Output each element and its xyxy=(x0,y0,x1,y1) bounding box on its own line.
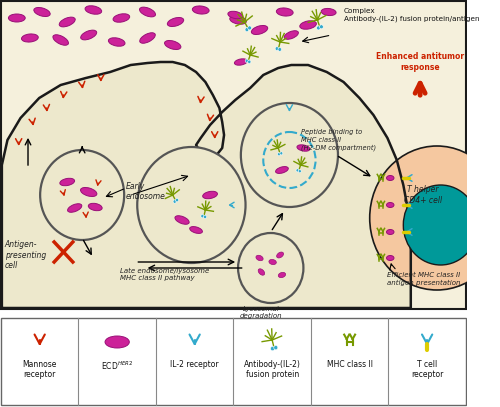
Text: Efficient MHC class II
antigen presentation: Efficient MHC class II antigen presentat… xyxy=(388,272,461,286)
Ellipse shape xyxy=(386,230,394,234)
Ellipse shape xyxy=(164,40,181,50)
Circle shape xyxy=(238,233,304,303)
Circle shape xyxy=(320,25,324,29)
Text: MHC class II: MHC class II xyxy=(326,360,372,369)
Text: T helper
CD4+ cell: T helper CD4+ cell xyxy=(404,185,442,205)
Ellipse shape xyxy=(175,216,189,224)
Circle shape xyxy=(278,48,281,51)
Ellipse shape xyxy=(80,188,97,197)
Circle shape xyxy=(241,103,338,207)
Ellipse shape xyxy=(284,31,298,39)
Ellipse shape xyxy=(276,8,293,16)
Ellipse shape xyxy=(278,272,285,278)
Text: Enhanced antitumor
response: Enhanced antitumor response xyxy=(376,52,464,72)
Circle shape xyxy=(248,60,251,63)
Ellipse shape xyxy=(34,7,50,17)
Circle shape xyxy=(274,346,278,350)
Ellipse shape xyxy=(321,9,336,15)
Circle shape xyxy=(278,153,280,156)
Ellipse shape xyxy=(258,269,264,275)
Ellipse shape xyxy=(80,30,96,40)
Ellipse shape xyxy=(168,18,184,26)
Ellipse shape xyxy=(140,7,156,17)
Ellipse shape xyxy=(59,17,75,27)
Ellipse shape xyxy=(386,203,394,208)
Circle shape xyxy=(270,346,274,351)
Text: T cell
receptor: T cell receptor xyxy=(411,360,444,379)
Ellipse shape xyxy=(276,166,288,173)
Text: Late endosome/lysosome
MHC class II pathway: Late endosome/lysosome MHC class II path… xyxy=(120,268,209,281)
Ellipse shape xyxy=(85,6,102,14)
Ellipse shape xyxy=(300,21,316,29)
Ellipse shape xyxy=(68,204,82,212)
Text: Mannose
receptor: Mannose receptor xyxy=(22,360,57,379)
Text: IL-2 receptor: IL-2 receptor xyxy=(170,360,219,369)
Polygon shape xyxy=(2,62,411,308)
Ellipse shape xyxy=(8,14,25,22)
Text: Lysosomal
degradation: Lysosomal degradation xyxy=(240,306,282,319)
Ellipse shape xyxy=(22,34,38,42)
Ellipse shape xyxy=(276,252,283,258)
Ellipse shape xyxy=(297,145,310,151)
Circle shape xyxy=(173,200,176,203)
Circle shape xyxy=(245,28,249,32)
Ellipse shape xyxy=(108,38,125,46)
Circle shape xyxy=(296,169,299,172)
Bar xyxy=(1,318,466,405)
Circle shape xyxy=(316,26,320,30)
Ellipse shape xyxy=(60,178,74,186)
Ellipse shape xyxy=(230,16,246,24)
Text: ECD$^{HER2}$: ECD$^{HER2}$ xyxy=(101,360,133,372)
Bar xyxy=(1,1,466,309)
Ellipse shape xyxy=(386,175,394,180)
Circle shape xyxy=(245,59,248,63)
Ellipse shape xyxy=(228,11,242,19)
Ellipse shape xyxy=(140,33,156,43)
Circle shape xyxy=(40,150,124,240)
Ellipse shape xyxy=(53,35,68,45)
Text: Antibody-(IL-2)
fusion protein: Antibody-(IL-2) fusion protein xyxy=(244,360,300,379)
Text: Early
endosome: Early endosome xyxy=(126,182,166,201)
Circle shape xyxy=(370,146,500,290)
Ellipse shape xyxy=(256,255,263,261)
Circle shape xyxy=(204,215,206,219)
Ellipse shape xyxy=(234,59,248,65)
Ellipse shape xyxy=(88,204,102,211)
Ellipse shape xyxy=(105,336,130,348)
Circle shape xyxy=(137,147,246,263)
Ellipse shape xyxy=(252,26,268,35)
Ellipse shape xyxy=(269,259,276,265)
Ellipse shape xyxy=(190,227,202,234)
Ellipse shape xyxy=(113,14,130,22)
Ellipse shape xyxy=(202,191,218,199)
Text: Antigen-
presenting
cell: Antigen- presenting cell xyxy=(4,240,46,270)
Circle shape xyxy=(298,170,302,173)
Text: Complex
Antibody-(IL-2) fusion protein/antigen: Complex Antibody-(IL-2) fusion protein/a… xyxy=(344,8,479,22)
Ellipse shape xyxy=(386,256,394,260)
Circle shape xyxy=(275,47,278,50)
Circle shape xyxy=(404,185,478,265)
Circle shape xyxy=(201,214,204,218)
Circle shape xyxy=(280,152,283,155)
Text: Peptide binding to
MHC class II
(H2-DM compartment): Peptide binding to MHC class II (H2-DM c… xyxy=(300,129,376,151)
Ellipse shape xyxy=(192,6,209,14)
Circle shape xyxy=(248,26,252,30)
Circle shape xyxy=(176,198,178,202)
